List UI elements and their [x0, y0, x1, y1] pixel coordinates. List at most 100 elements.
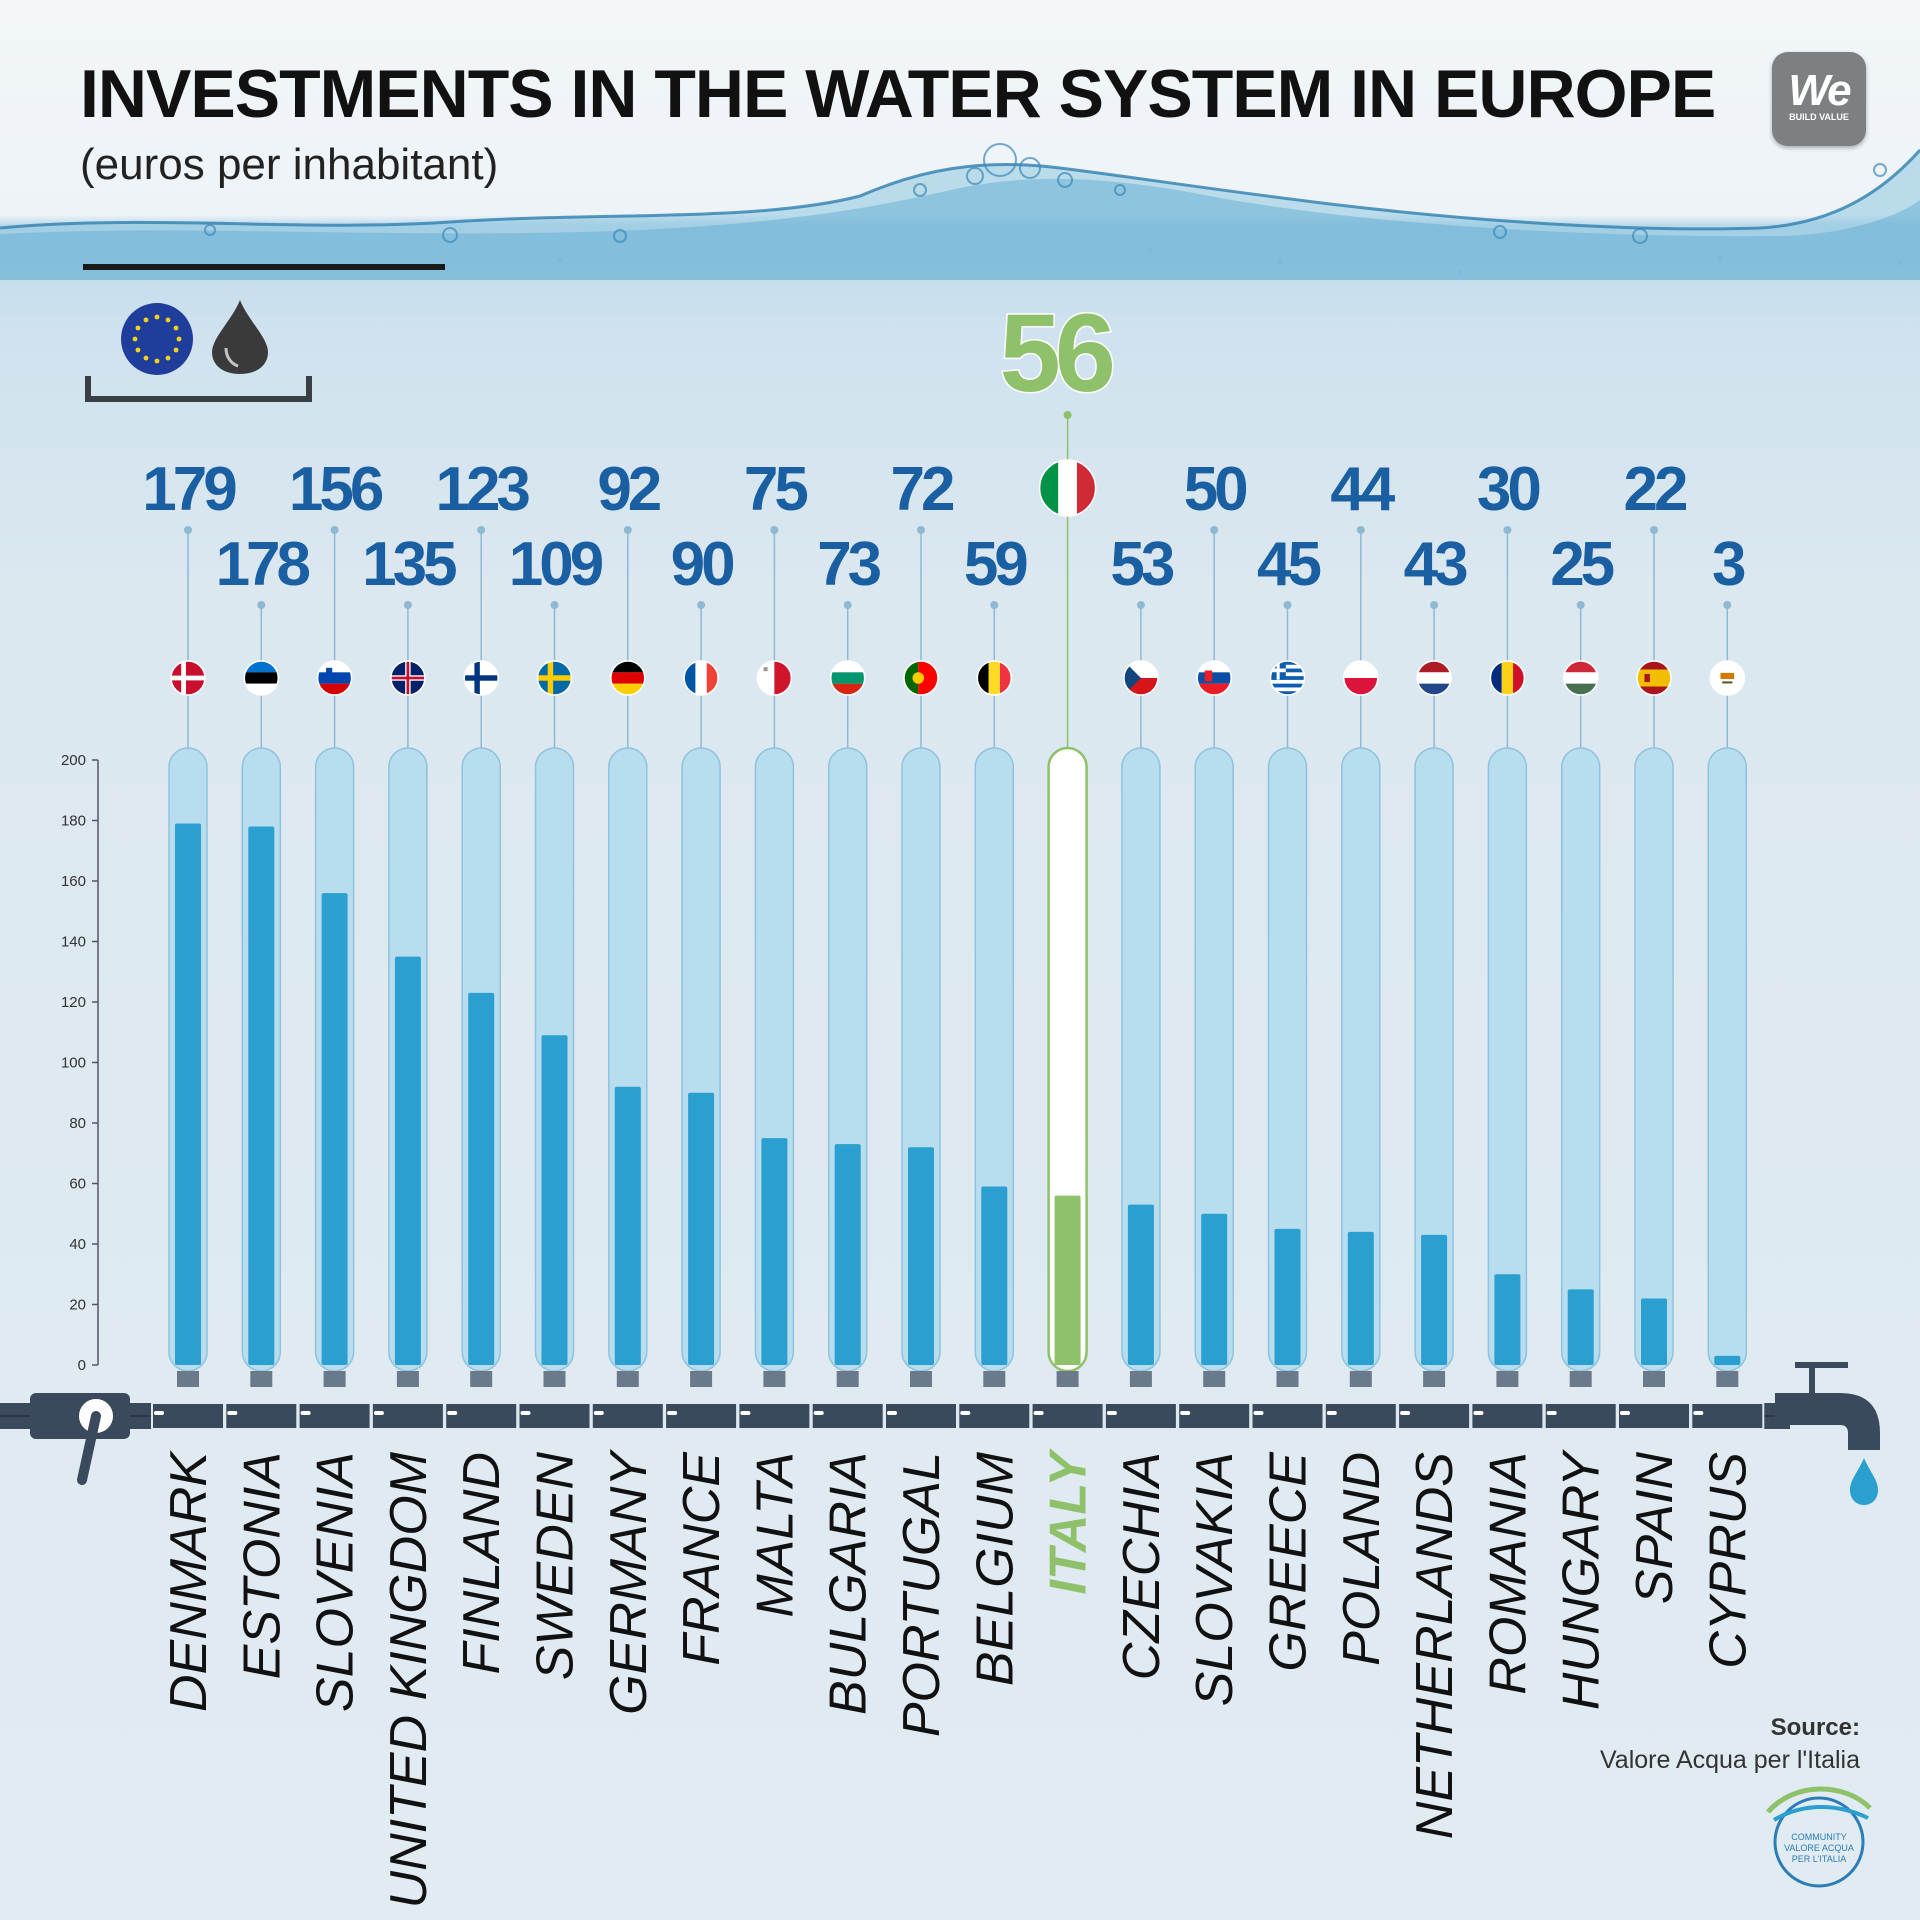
bar-belgium — [981, 1186, 1008, 1365]
bar-denmark — [175, 823, 201, 1365]
pipe-segment — [1397, 1402, 1472, 1430]
highlight-value-label: 56 — [998, 291, 1117, 417]
bulgaria-flag-icon — [830, 661, 865, 695]
value-label: 109 — [509, 530, 603, 599]
pipe-segment — [884, 1402, 958, 1430]
bar-netherlands — [1421, 1234, 1448, 1365]
flag-border — [243, 660, 280, 696]
finland-flag-icon — [464, 661, 499, 695]
pipe-segment — [1323, 1402, 1398, 1430]
tube-connector — [1423, 1371, 1446, 1387]
value-label: 59 — [964, 530, 1027, 599]
malta-flag-icon — [757, 661, 792, 695]
flag-border — [976, 660, 1013, 696]
pipe-segment — [1103, 1402, 1178, 1430]
tube-connector — [1496, 1371, 1519, 1387]
pipe-bolt — [887, 1411, 897, 1415]
leader-dot — [1356, 526, 1365, 534]
pipe-segment — [517, 1402, 592, 1430]
category-label: SLOVAKIA — [1186, 1452, 1244, 1706]
pipe-bolt — [813, 1411, 824, 1415]
eu-flag-icon — [121, 303, 193, 375]
bar-slovakia — [1201, 1213, 1228, 1365]
tube-connector — [836, 1371, 859, 1387]
tube-connector — [1349, 1371, 1372, 1387]
category-label: ITALY — [1040, 1448, 1098, 1595]
tube-connector — [250, 1371, 273, 1387]
belgium-flag-icon — [977, 661, 1012, 695]
leader-dot — [1063, 411, 1072, 419]
leader-dot — [990, 601, 999, 609]
uk-flag-icon — [390, 661, 425, 695]
y-tick-label: 180 — [61, 813, 86, 830]
bar-hungary — [1567, 1289, 1594, 1365]
value-label: 135 — [362, 530, 456, 599]
bar-greece — [1274, 1228, 1301, 1365]
category-label: FINLAND — [453, 1452, 511, 1674]
legend-bracket — [85, 376, 312, 402]
category-label: DENMARK — [160, 1450, 218, 1712]
italy-flag-icon — [1039, 460, 1096, 516]
leader-dot — [184, 526, 192, 534]
cyprus-flag-icon — [1710, 661, 1745, 695]
pipe-segment — [224, 1402, 299, 1430]
value-label: 53 — [1110, 530, 1173, 599]
flag-border — [536, 660, 573, 696]
category-label: HUNGARY — [1553, 1449, 1611, 1710]
pipe-bolt — [227, 1411, 238, 1415]
flag-border — [1416, 660, 1452, 696]
flag-border — [1489, 660, 1526, 696]
category-label: BELGIUM — [966, 1451, 1024, 1686]
pipe-segment — [297, 1402, 372, 1430]
tube-connector — [1129, 1371, 1152, 1387]
flag-border — [756, 660, 793, 696]
leader-dot — [1430, 601, 1439, 609]
bar-spain — [1641, 1298, 1667, 1365]
bar-italy — [1054, 1195, 1081, 1365]
y-tick-label: 60 — [69, 1176, 86, 1193]
tube-connector — [1569, 1371, 1592, 1387]
pipe-bolt — [1106, 1411, 1117, 1415]
leader-dot — [843, 601, 852, 609]
leader-dot — [1503, 526, 1512, 534]
bar-czechia — [1127, 1204, 1154, 1365]
tube-connector — [177, 1371, 199, 1387]
category-label: MALTA — [746, 1452, 804, 1618]
faucet-spout — [1775, 1393, 1880, 1450]
value-label: 90 — [671, 530, 733, 599]
flag-border — [463, 660, 499, 696]
pipe-segment — [590, 1402, 665, 1430]
water-surface — [0, 143, 1920, 280]
flag-border — [1269, 660, 1306, 696]
bar-cyprus — [1714, 1355, 1741, 1365]
pipe-bolt — [154, 1411, 164, 1415]
value-label: 44 — [1330, 455, 1395, 524]
chart-title: INVESTMENTS IN THE WATER SYSTEM IN EUROP… — [80, 56, 1716, 132]
value-label: 92 — [597, 455, 659, 524]
hungary-flag-icon — [1563, 661, 1598, 695]
water-drop-icon — [212, 300, 268, 374]
pipe-segment — [151, 1402, 225, 1430]
flag-border — [903, 660, 939, 696]
pipe-bolt — [520, 1411, 531, 1415]
value-label: 123 — [435, 455, 529, 524]
netherlands-flag-icon — [1417, 661, 1452, 695]
leader-dot — [403, 601, 412, 609]
bar-slovenia — [321, 893, 348, 1365]
value-label: 30 — [1477, 455, 1539, 524]
y-tick-label: 140 — [61, 934, 86, 951]
valve-lever — [77, 1411, 101, 1485]
pipe-segment — [1470, 1402, 1545, 1430]
value-label: 73 — [817, 530, 880, 599]
romania-flag-icon — [1490, 661, 1525, 695]
pipe-bolt — [373, 1411, 384, 1415]
pipe-bolt — [300, 1411, 311, 1415]
category-label: CZECHIA — [1113, 1452, 1171, 1680]
value-label: 25 — [1550, 530, 1613, 599]
value-label: 50 — [1184, 455, 1246, 524]
pipe-bolt — [593, 1411, 604, 1415]
pipe-segment — [1030, 1402, 1105, 1430]
tube-connector — [396, 1371, 419, 1387]
bar-france — [688, 1092, 715, 1365]
bar-finland — [468, 992, 495, 1365]
